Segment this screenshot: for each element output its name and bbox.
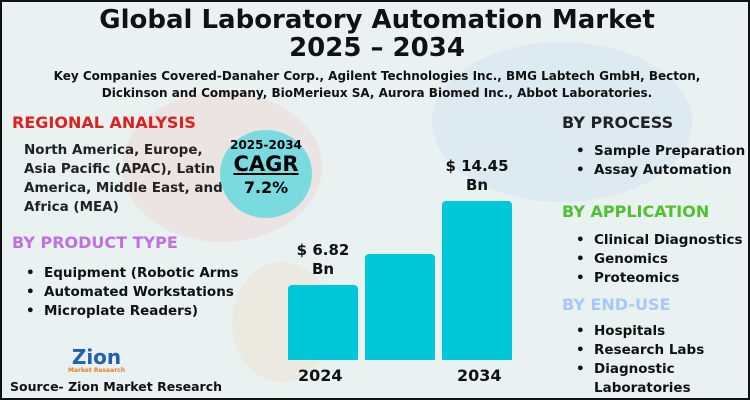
regional-text: North America, Europe, Asia Pacific (APA…	[24, 142, 223, 215]
data-label: $ 6.82 Bn	[296, 240, 350, 278]
list-item: Microplate Readers)	[22, 302, 239, 321]
list-item: Automated Workstations	[22, 283, 239, 302]
list-item: Clinical Diagnostics	[572, 231, 743, 250]
product-heading: BY PRODUCT TYPE	[12, 233, 178, 252]
page-title: Global Laboratory Automation Market 2025 …	[99, 5, 655, 63]
list-item: Assay Automation	[572, 161, 745, 180]
cagr-label: CAGR	[233, 152, 299, 176]
data-label: $ 14.45 Bn	[445, 157, 509, 194]
list-item: Hospitals	[572, 322, 704, 341]
application-heading: BY APPLICATION	[562, 202, 710, 221]
bar-2024	[288, 284, 358, 360]
process-list: Sample Preparation Assay Automation	[572, 142, 745, 180]
list-item: Proteomics	[572, 269, 743, 288]
list-item: Equipment (Robotic Arms	[22, 264, 239, 283]
enduse-list: Hospitals Research Labs Diagnostic Labor…	[572, 322, 704, 398]
cagr-period: 2025-2034	[230, 138, 302, 152]
list-item: Sample Preparation	[572, 142, 745, 161]
process-heading: BY PROCESS	[562, 113, 674, 132]
bar-mid	[365, 253, 435, 360]
cagr-badge: 2025-2034 CAGR 7.2%	[220, 130, 312, 218]
bar-2034	[442, 201, 512, 360]
zion-logo: Zion Market Research	[68, 345, 125, 374]
regional-heading: REGIONAL ANALYSIS	[12, 113, 196, 132]
x-tick-label: 2034	[457, 366, 502, 385]
subtitle: Key Companies Covered-Danaher Corp., Agi…	[53, 69, 701, 100]
x-tick-label: 2024	[298, 366, 343, 385]
list-item: Research Labs	[572, 341, 704, 360]
product-list: Equipment (Robotic Arms Automated Workst…	[22, 264, 239, 321]
cagr-value: 7.2%	[243, 178, 289, 197]
list-item: Genomics	[572, 250, 743, 269]
source-text: Source- Zion Market Research	[10, 379, 223, 394]
enduse-heading: BY END-USE	[562, 295, 671, 314]
application-list: Clinical Diagnostics Genomics Proteomics	[572, 231, 743, 288]
list-item: Diagnostic Laboratories	[572, 360, 692, 398]
